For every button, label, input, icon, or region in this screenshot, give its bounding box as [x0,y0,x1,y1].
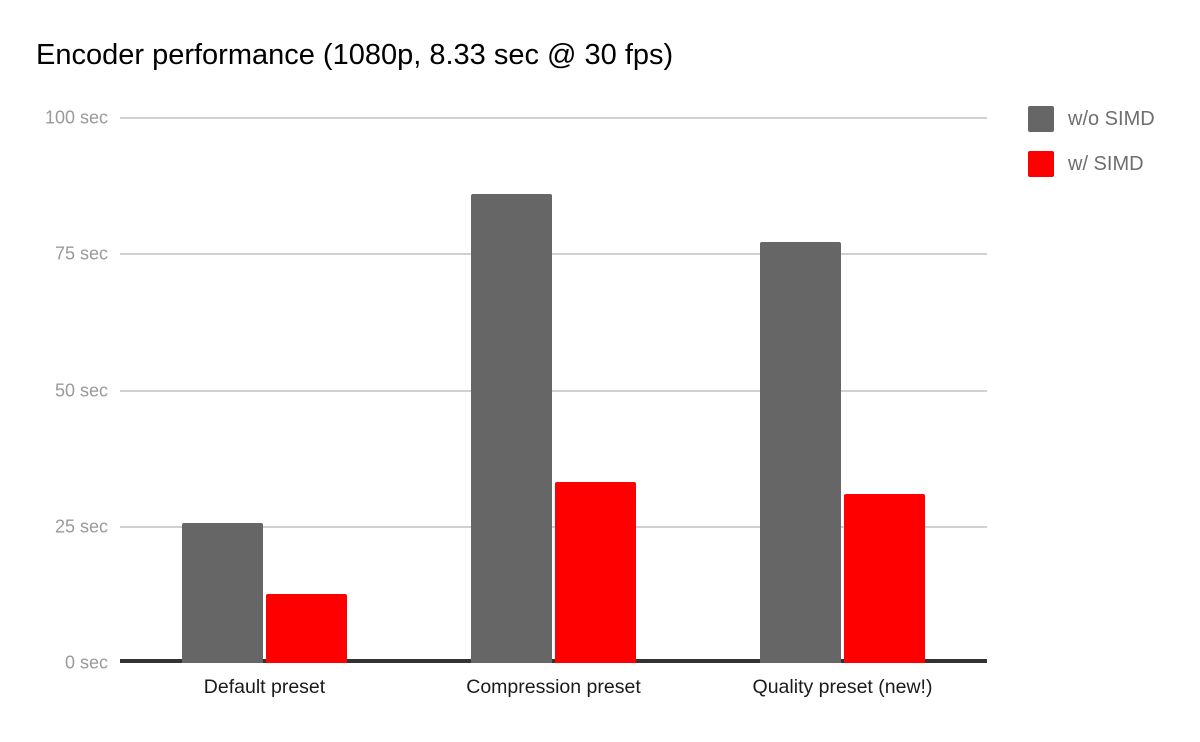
bar-wo-simd-1[interactable] [471,194,552,663]
x-tick-label-2: Quality preset (new!) [752,676,933,698]
legend-label: w/o SIMD [1068,107,1155,130]
x-axis: Default preset Compression preset Quality … [120,676,987,706]
x-tick-label-1: Compression preset [466,676,641,698]
y-tick-label-100: 100 sec [44,107,108,128]
legend-item-w-simd[interactable]: w/ SIMD [1028,151,1155,177]
x-axis-line [120,659,987,663]
y-tick-label-50: 50 sec [54,380,108,400]
chart-title: Encoder performance (1080p, 8.33 sec @ 3… [36,39,674,71]
chart-legend: w/o SIMD w/ SIMD [1028,106,1155,196]
gridline-25 [120,525,987,528]
bar-wo-simd-0[interactable] [182,523,263,663]
plot-area [120,117,987,663]
legend-swatch-icon [1028,106,1054,132]
y-tick-label-25: 25 sec [54,516,108,537]
bar-w-simd-1[interactable] [555,482,636,663]
legend-label: w/ SIMD [1068,152,1144,175]
gridline-100 [120,117,987,119]
legend-swatch-icon [1028,151,1054,177]
bar-w-simd-2[interactable] [844,494,925,663]
y-tick-label-75: 75 sec [54,243,108,264]
y-axis: 0 sec 25 sec 50 sec 75 sec 100 sec [0,108,108,673]
x-tick-label-0: Default preset [203,676,326,698]
y-tick-label-0: 0 sec [64,652,108,673]
legend-item-wo-simd[interactable]: w/o SIMD [1028,106,1155,132]
bar-wo-simd-2[interactable] [760,241,841,663]
gridline-50 [120,389,987,392]
bar-w-simd-0[interactable] [266,593,347,663]
gridline-75 [120,253,987,256]
